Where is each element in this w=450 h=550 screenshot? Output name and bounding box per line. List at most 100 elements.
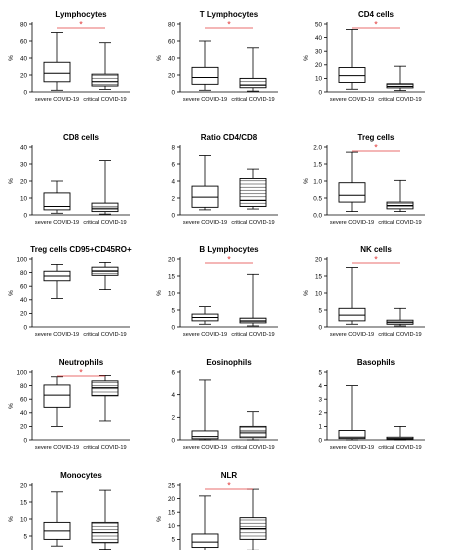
y-tick-label: 40 (20, 55, 28, 62)
x-category-label: severe COVID-19 (183, 220, 227, 226)
iqr-box (191, 533, 219, 549)
y-tick-label: 0 (318, 324, 322, 331)
panel-title: T Lymphocytes (200, 10, 259, 19)
y-axis-label: % (156, 55, 163, 61)
y-tick-label: 40 (315, 35, 323, 42)
panel-ratio-cd4-cd8: Ratio CD4/CD8 0 2 4 6 8 severe COVID-19 critica… (171, 133, 278, 226)
iqr-box (239, 177, 267, 207)
y-tick-label: 1 (318, 424, 322, 431)
box-critical-covid-19 (91, 489, 119, 550)
y-tick-label: 20 (168, 496, 176, 503)
panel-cd4-cells: CD4 cells 0 10 20 30 40 50% * severe COVID-19 cri… (303, 10, 425, 103)
y-tick-label: 5 (171, 307, 175, 314)
y-tick-label: 30 (315, 49, 323, 56)
panel-title: CD4 cells (358, 10, 395, 19)
y-tick-label: 80 (20, 21, 28, 28)
box-critical-covid-19 (386, 179, 414, 213)
panel-title: Treg cells CD95+CD45RO+ (30, 245, 132, 254)
panel-treg-cells-cd95-cd45ro-: Treg cells CD95+CD45RO+ 0 20 40 60 80 100% seve… (8, 245, 132, 338)
y-tick-label: 20 (315, 62, 323, 69)
box-critical-covid-19 (91, 261, 119, 291)
box-critical-covid-19 (91, 374, 119, 422)
panel-eosinophils: Eosinophils 0 2 4 6 severe COVID-19 critical C… (171, 358, 278, 451)
y-tick-label: 5 (318, 307, 322, 314)
panel-cd8-cells: CD8 cells 0 10 20 30 40% severe COVID-19 critic… (8, 133, 130, 226)
x-category-label: critical COVID-19 (231, 220, 274, 226)
y-tick-label: 60 (20, 38, 28, 45)
x-category-label: severe COVID-19 (183, 445, 227, 451)
y-tick-label: 1.0 (313, 178, 322, 185)
y-tick-label: 15 (168, 273, 176, 280)
y-tick-label: 5 (171, 537, 175, 544)
y-tick-label: 20 (315, 256, 323, 263)
box-critical-covid-19 (239, 273, 267, 327)
iqr-box (91, 380, 119, 397)
x-category-label: severe COVID-19 (330, 220, 374, 226)
box-severe-covid-19 (43, 180, 71, 214)
box-critical-covid-19 (91, 160, 119, 215)
significance-star: * (227, 481, 231, 491)
iqr-box (43, 61, 71, 83)
box-critical-covid-19 (386, 65, 414, 92)
y-tick-label: 0.0 (313, 212, 322, 219)
y-tick-label: 0 (23, 212, 27, 219)
panel-title: B Lymphocytes (199, 245, 259, 254)
y-axis-label: % (8, 403, 15, 409)
y-tick-label: 40 (20, 297, 28, 304)
panel-title: Lymphocytes (55, 10, 107, 19)
y-tick-label: 4 (171, 392, 175, 399)
box-critical-covid-19 (386, 307, 414, 327)
box-severe-covid-19 (191, 306, 219, 325)
y-tick-label: 20 (20, 424, 28, 431)
y-tick-label: 10 (20, 195, 28, 202)
y-tick-label: 15 (168, 510, 176, 517)
y-tick-label: 20 (20, 311, 28, 318)
panel-basophils: Basophils 0 1 2 3 4 5 severe COVID-19 critical C… (318, 358, 425, 451)
y-tick-label: 25 (168, 482, 176, 489)
x-category-label: critical COVID-19 (83, 445, 126, 451)
y-tick-label: 10 (168, 290, 176, 297)
y-tick-label: 0 (171, 89, 175, 96)
y-axis-label: % (156, 516, 163, 522)
panel-title: NK cells (360, 245, 392, 254)
x-category-label: critical COVID-19 (83, 97, 126, 103)
y-tick-label: 40 (20, 144, 28, 151)
significance-star: * (79, 20, 83, 30)
y-tick-label: 20 (20, 482, 28, 489)
panel-title: Ratio CD4/CD8 (201, 133, 258, 142)
y-tick-label: 15 (315, 273, 323, 280)
significance-star: * (374, 255, 378, 265)
box-critical-covid-19 (239, 47, 267, 92)
y-tick-label: 15 (20, 499, 28, 506)
box-severe-covid-19 (338, 29, 366, 90)
y-axis-label: % (156, 290, 163, 296)
y-tick-label: 8 (171, 144, 175, 151)
box-severe-covid-19 (191, 379, 219, 441)
box-severe-covid-19 (43, 32, 71, 91)
panel-lymphocytes: Lymphocytes 0 20 40 60 80% * severe COVID-19 cri… (8, 10, 130, 103)
x-category-label: severe COVID-19 (330, 445, 374, 451)
y-tick-label: 10 (168, 523, 176, 530)
iqr-box (386, 83, 414, 89)
iqr-box (43, 192, 71, 211)
y-axis-label: % (303, 290, 310, 296)
y-tick-label: 20 (168, 256, 176, 263)
panel-nk-cells: NK cells 0 5 10 15 20% * severe COVID-19 critica… (303, 245, 425, 338)
box-critical-covid-19 (386, 425, 414, 441)
y-tick-label: 0 (318, 437, 322, 444)
y-tick-label: 0 (23, 437, 27, 444)
y-tick-label: 0 (171, 324, 175, 331)
box-severe-covid-19 (338, 151, 366, 213)
y-tick-label: 60 (20, 284, 28, 291)
y-tick-label: 2 (171, 415, 175, 422)
box-critical-covid-19 (239, 411, 267, 441)
y-tick-label: 4 (171, 178, 175, 185)
y-tick-label: 100 (16, 369, 27, 376)
significance-star: * (374, 143, 378, 153)
y-tick-label: 2 (318, 410, 322, 417)
panel-t-lymphocytes: T Lymphocytes 0 20 40 60 80% * severe COVID-19 c… (156, 10, 278, 103)
y-tick-label: 40 (20, 410, 28, 417)
y-axis-label: % (8, 290, 15, 296)
